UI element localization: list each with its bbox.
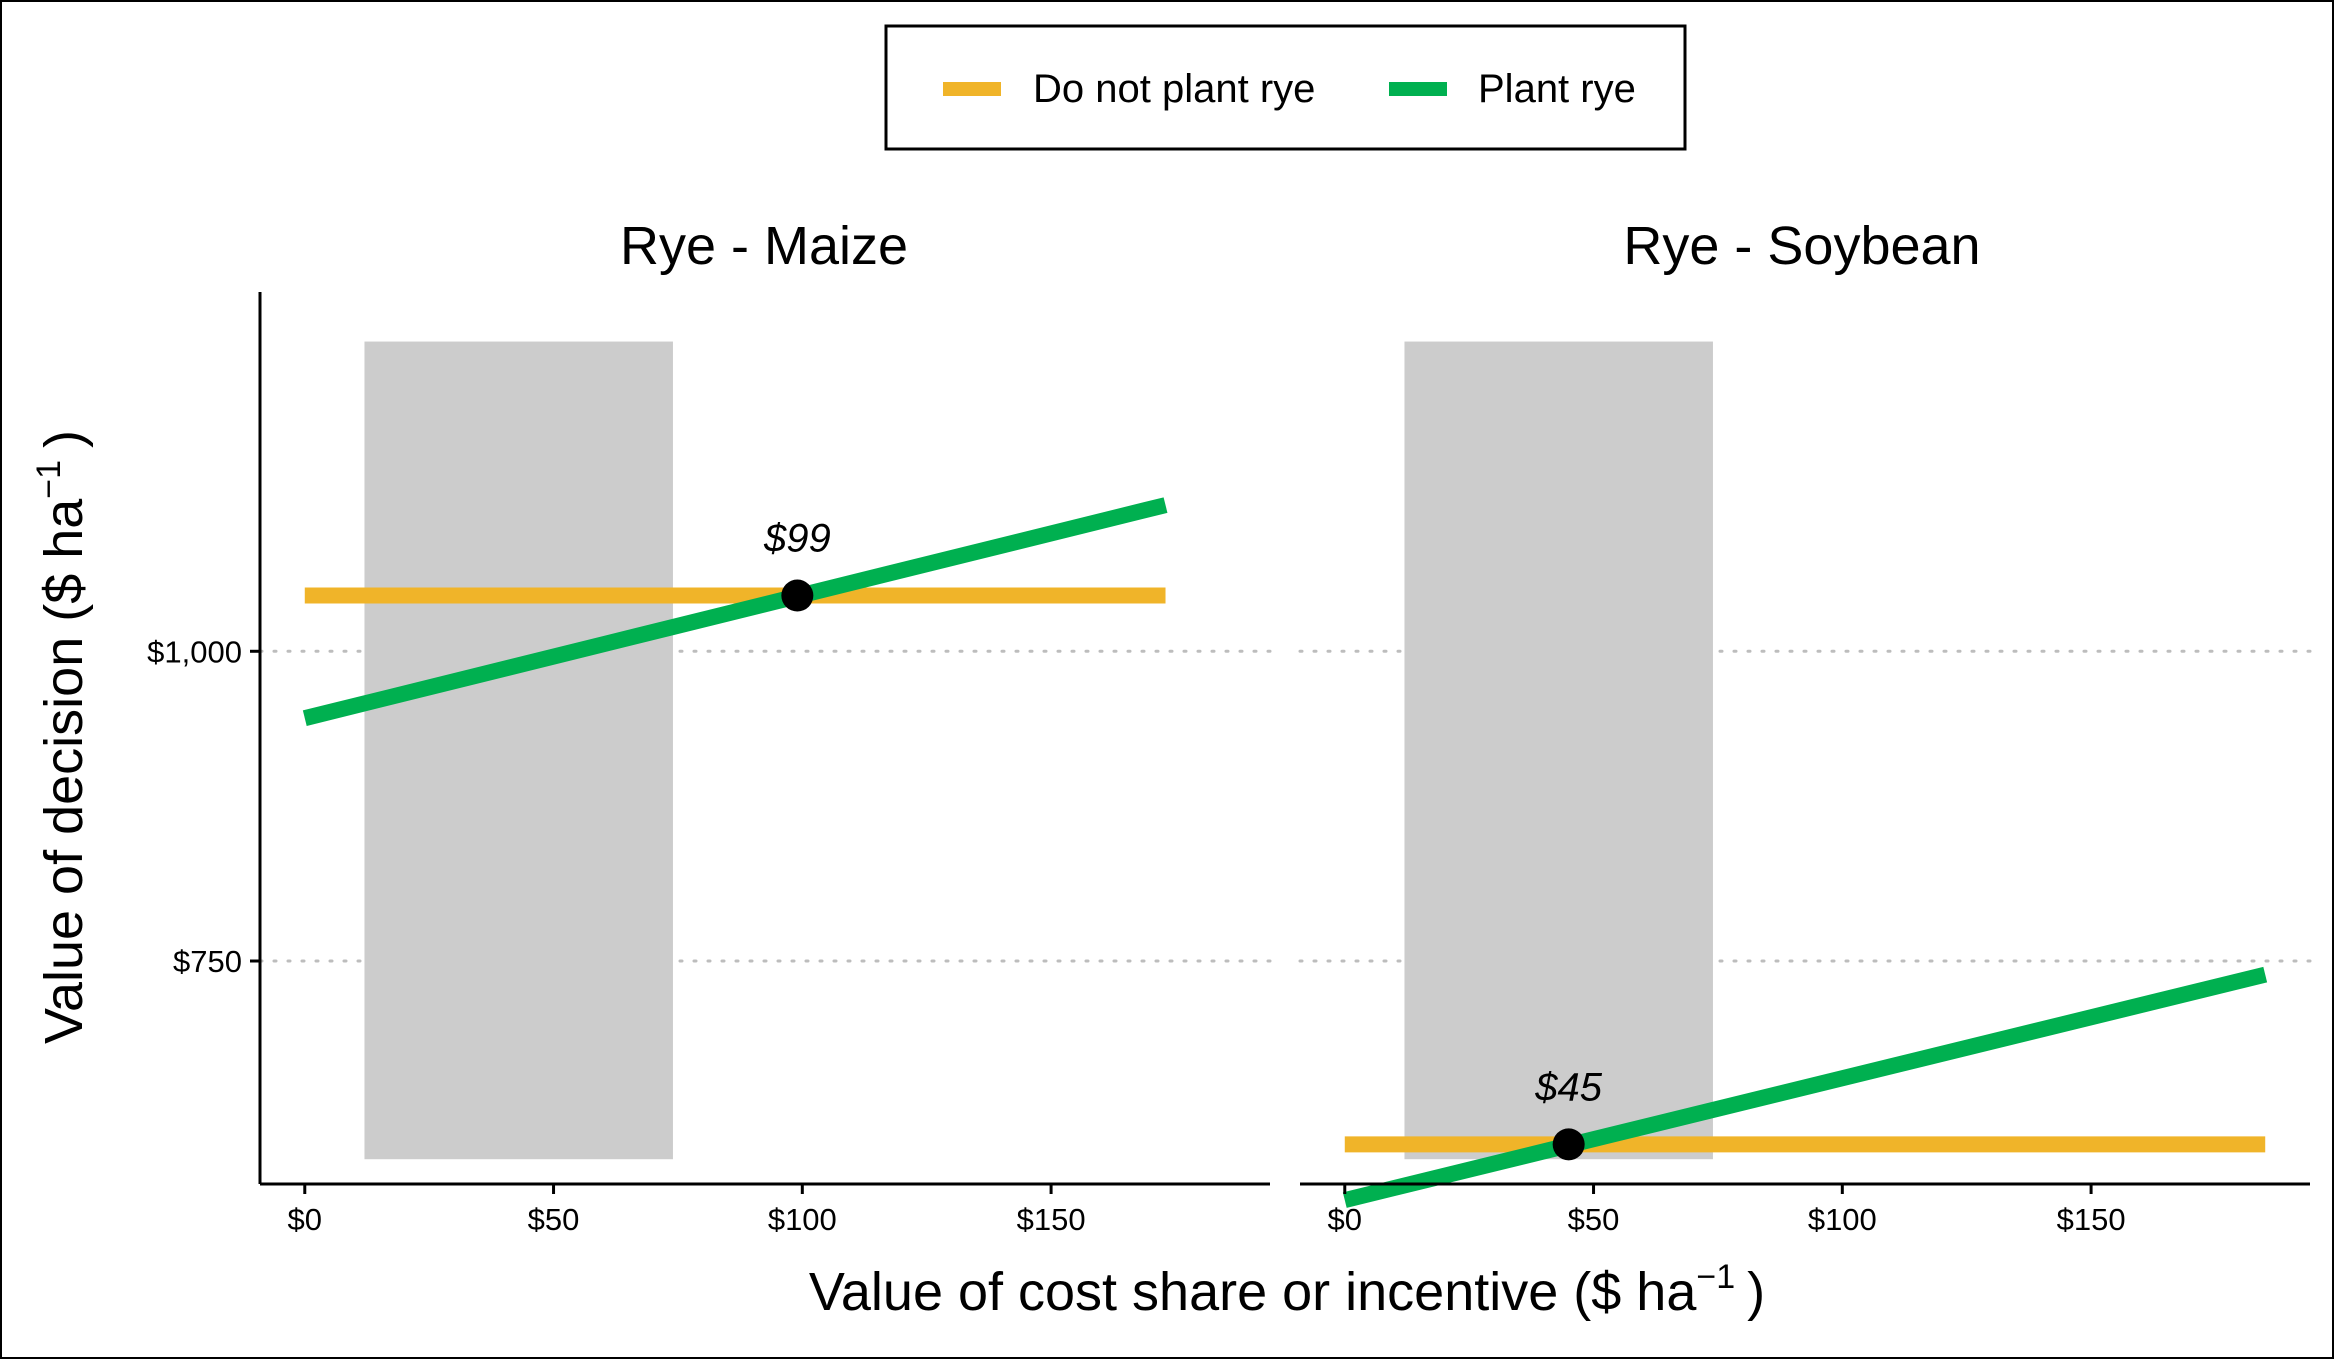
crossover-point bbox=[781, 579, 814, 612]
y-tick-label: $750 bbox=[173, 944, 242, 979]
x-tick-label: $0 bbox=[288, 1202, 322, 1237]
shaded-range bbox=[364, 341, 673, 1160]
marker-layer: $45 bbox=[1534, 1065, 1603, 1161]
panel-rye-maize: Rye - Maize $99 $0 $50 $100 $150 bbox=[258, 216, 1272, 1237]
crossover-label: $45 bbox=[1534, 1065, 1602, 1109]
legend-box bbox=[884, 24, 1687, 151]
x-tick-label: $100 bbox=[768, 1202, 837, 1237]
legend-label-plant: Plant rye bbox=[1478, 67, 1636, 111]
y-tick-label: $1,000 bbox=[147, 634, 242, 669]
axis-layer: $0 $50 $100 $150 bbox=[260, 1182, 1270, 1237]
panel-rye-soybean: Rye - Soybean $45 $0 $50 $100 $150 bbox=[1298, 216, 2312, 1237]
x-tick-label: $150 bbox=[1017, 1202, 1086, 1237]
series-layer bbox=[302, 497, 1168, 726]
y-axis-title-superscript: −1 bbox=[30, 460, 68, 499]
x-tick-label: $50 bbox=[1568, 1202, 1620, 1237]
series-line-plant bbox=[1342, 966, 2268, 1208]
marker-layer: $99 bbox=[763, 517, 831, 612]
y-axis-title: Value of decision ($ ha−1) bbox=[30, 430, 94, 1044]
panel-title-rye-maize: Rye - Maize bbox=[620, 216, 908, 276]
crossover-point bbox=[1552, 1128, 1585, 1161]
shade-layer bbox=[1404, 341, 1713, 1160]
series-line-plant bbox=[302, 497, 1168, 726]
x-tick-label: $100 bbox=[1808, 1202, 1877, 1237]
x-axis-title-text: Value of cost share or incentive ($ ha bbox=[809, 1262, 1697, 1322]
x-tick-label: $150 bbox=[2057, 1202, 2126, 1237]
x-tick-label: $50 bbox=[528, 1202, 580, 1237]
y-axis-title-text: Value of decision ($ ha bbox=[34, 498, 94, 1044]
y-axis-title-close: ) bbox=[34, 430, 94, 448]
crossover-label: $99 bbox=[763, 517, 831, 561]
panel-title-rye-soybean: Rye - Soybean bbox=[1623, 216, 1980, 276]
x-axis-title-close: ) bbox=[1747, 1262, 1765, 1322]
series-layer bbox=[1342, 966, 2268, 1208]
legend-swatch-plant bbox=[1389, 82, 1447, 96]
x-axis-title: Value of cost share or incentive ($ ha−1… bbox=[809, 1258, 1765, 1322]
legend: Do not plant rye Plant rye bbox=[884, 24, 1687, 151]
axis-layer: $0 $50 $100 $150 bbox=[1300, 1182, 2310, 1237]
shaded-range bbox=[1404, 341, 1713, 1160]
y-axis: $750 $1,000 bbox=[147, 292, 262, 1184]
x-axis-title-superscript: −1 bbox=[1696, 1258, 1735, 1296]
x-tick-label: $0 bbox=[1328, 1202, 1362, 1237]
shade-layer bbox=[364, 341, 673, 1160]
legend-label-do-not-plant: Do not plant rye bbox=[1033, 67, 1315, 111]
legend-swatch-do-not-plant bbox=[943, 82, 1001, 96]
